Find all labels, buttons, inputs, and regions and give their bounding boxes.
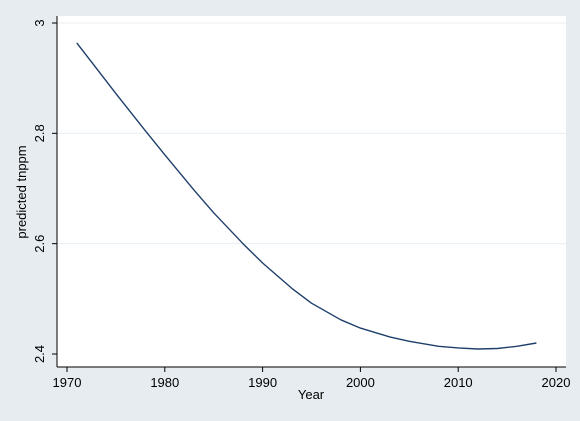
x-tick-label-1980: 1980 [150,375,179,390]
x-tick-label-1970: 1970 [53,375,82,390]
gridlines [57,22,566,245]
x-tick-label-2010: 2010 [444,375,473,390]
y-tick-label-2.6: 2.6 [32,235,47,253]
ticks: 2.4 2.6 2.8 3 1970 1980 1990 2000 2010 2020 [32,19,570,390]
y-axis-title: predicted tnppm [14,145,29,238]
series [76,42,537,350]
plot-area [57,16,566,367]
x-tick-label-2000: 2000 [346,375,375,390]
x-axis-title: Year [298,387,325,402]
x-tick-label-1990: 1990 [248,375,277,390]
series-line-0 [76,42,537,350]
y-tick-label-2.4: 2.4 [32,345,47,363]
y-tick-label-3: 3 [32,19,47,26]
x-tick-label-2020: 2020 [542,375,571,390]
y-tick-label-2.8: 2.8 [32,124,47,142]
